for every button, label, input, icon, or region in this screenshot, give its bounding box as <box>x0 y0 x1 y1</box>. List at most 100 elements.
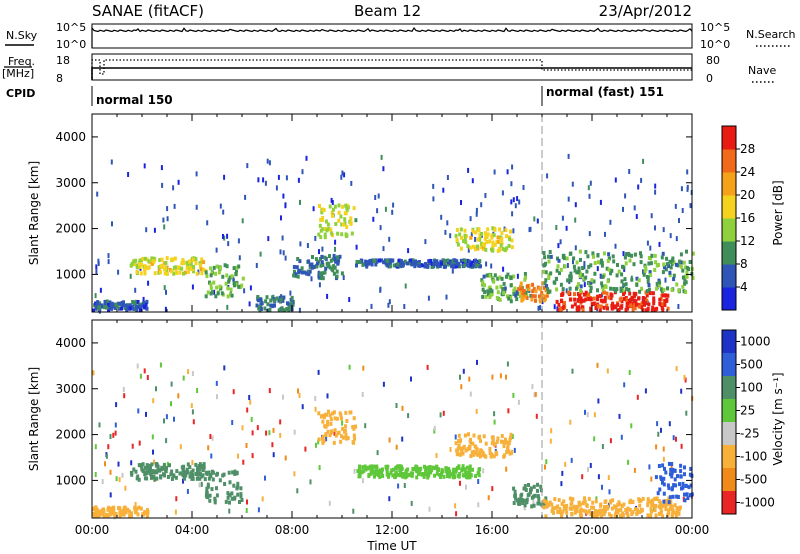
velocity-cell <box>512 486 516 491</box>
power-cell <box>476 244 479 249</box>
velocity-cell <box>529 490 532 495</box>
velocity-cell <box>223 482 227 486</box>
velocity-cell <box>161 466 165 471</box>
power-cell <box>336 231 340 236</box>
power-cell <box>225 273 229 278</box>
power-cell <box>544 270 548 275</box>
power-cell <box>164 260 168 265</box>
power-speckle <box>574 217 577 223</box>
power-cell <box>185 265 189 270</box>
freq-panel <box>91 53 693 81</box>
power-cell <box>515 289 519 294</box>
velocity-cell <box>353 436 357 441</box>
power-cell <box>622 283 626 288</box>
power-cell <box>607 252 611 257</box>
power-speckle <box>604 231 606 237</box>
cpid-mode-1: normal (fast) 151 <box>546 85 664 99</box>
power-cell <box>147 265 151 270</box>
velocity-cell <box>683 498 687 503</box>
power-speckle <box>460 200 462 205</box>
power-cell <box>609 271 613 276</box>
velocity-colorbar-swatch <box>722 330 736 354</box>
velocity-cell <box>505 440 508 445</box>
power-cell <box>677 288 681 293</box>
velocity-cell <box>442 474 446 479</box>
power-cell <box>326 222 330 227</box>
velocity-cell <box>426 465 430 470</box>
power-speckle <box>195 204 198 210</box>
velocity-speckle <box>143 368 146 374</box>
power-cell <box>100 303 103 308</box>
power-speckle <box>467 247 470 253</box>
power-cell <box>263 306 267 311</box>
power-speckle <box>589 180 592 186</box>
power-cell <box>563 301 566 305</box>
velocity-cell <box>550 502 554 507</box>
power-speckle <box>384 206 387 212</box>
velocity-speckle <box>523 505 526 511</box>
velocity-speckle <box>680 388 683 394</box>
power-cell <box>430 265 434 269</box>
power-cell <box>572 256 576 261</box>
power-cell <box>559 267 563 272</box>
power-cell <box>668 270 672 275</box>
velocity-cell <box>458 439 462 444</box>
power-cell <box>542 269 546 274</box>
velocity-speckle <box>191 409 194 415</box>
velocity-cell <box>183 476 187 481</box>
power-cell <box>343 217 347 222</box>
power-cell <box>441 262 445 266</box>
power-cell <box>147 259 151 264</box>
power-cell <box>662 262 666 267</box>
power-cell <box>663 302 667 307</box>
velocity-cell <box>536 494 540 499</box>
velocity-cell <box>616 502 620 507</box>
velocity-cell <box>326 419 330 424</box>
power-cell <box>521 295 524 300</box>
velocity-cell <box>537 500 541 505</box>
velocity-speckle <box>246 499 248 505</box>
power-cell <box>204 294 208 299</box>
power-cell <box>292 265 296 269</box>
power-speckle <box>281 235 284 241</box>
velocity-speckle <box>114 422 117 428</box>
nsearch-tick-bottom: 10^0 <box>700 38 730 51</box>
power-cell <box>318 204 321 208</box>
power-speckle <box>165 289 167 295</box>
nave-line <box>91 59 692 78</box>
power-cell <box>505 246 509 251</box>
power-cell <box>505 294 509 299</box>
velocity-speckle <box>251 430 254 436</box>
power-cell <box>624 261 628 266</box>
power-cell <box>94 306 98 311</box>
power-cell <box>519 281 523 286</box>
velocity-cell <box>135 506 139 511</box>
velocity-cell <box>202 462 206 467</box>
power-cell <box>496 235 500 240</box>
velocity-cell <box>545 504 549 509</box>
velocity-cell <box>653 504 657 508</box>
power-cell <box>561 291 565 296</box>
power-speckle <box>475 207 478 213</box>
power-speckle <box>516 273 519 279</box>
velocity-cell <box>184 473 188 478</box>
velocity-cell <box>230 496 234 501</box>
velocity-cell <box>321 419 325 424</box>
power-cell <box>670 261 674 266</box>
velocity-cell <box>122 512 126 517</box>
power-cell <box>345 203 349 208</box>
power-cell <box>522 289 526 293</box>
velocity-cell <box>460 448 464 453</box>
power-cell <box>589 308 593 313</box>
power-cell <box>325 261 329 266</box>
power-cell <box>272 298 276 303</box>
power-cell <box>517 287 521 292</box>
power-cell <box>596 288 599 293</box>
power-cell <box>227 277 231 282</box>
velocity-cell <box>542 505 546 510</box>
velocity-speckle <box>433 428 436 434</box>
power-cell <box>483 290 487 294</box>
nave-label: Nave <box>748 64 776 77</box>
power-speckle <box>588 231 591 237</box>
velocity-cell <box>392 467 396 472</box>
